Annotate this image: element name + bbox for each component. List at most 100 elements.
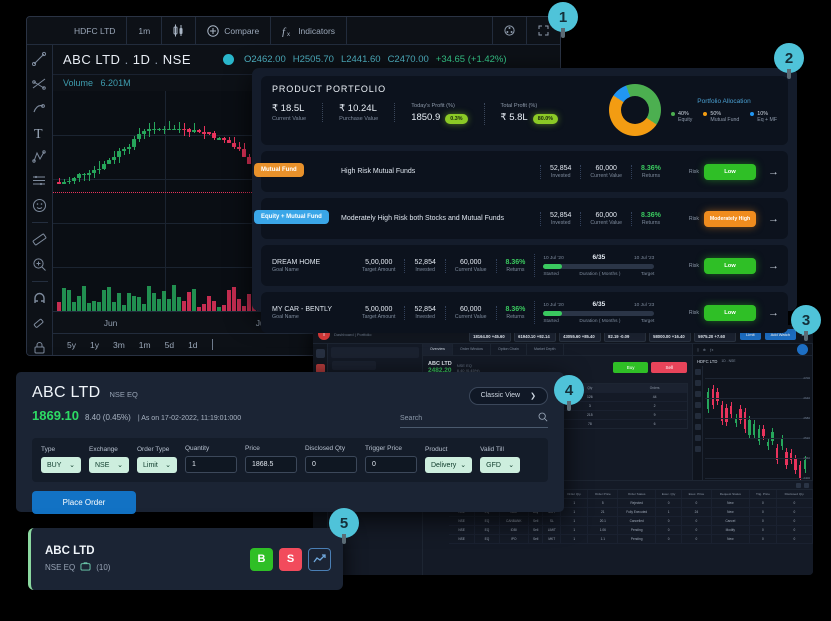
- terminal-tab-2[interactable]: Option Chain: [491, 344, 527, 355]
- watchlist-filter-select[interactable]: [332, 361, 376, 370]
- timeframe-3m[interactable]: 3m: [112, 339, 125, 350]
- volume-bar: [197, 306, 201, 311]
- compare-button[interactable]: Compare: [196, 17, 272, 45]
- terminal-add-watch-button[interactable]: Add Watch: [764, 328, 796, 340]
- field-select[interactable]: Delivery ⌄: [425, 457, 473, 473]
- lock-icon[interactable]: [31, 340, 49, 355]
- place-order-button[interactable]: Place Order: [32, 491, 136, 514]
- chart-symbol-selector[interactable]: HDFC LTD: [63, 17, 128, 45]
- compare-label: Compare: [224, 25, 260, 36]
- portfolio-product-row[interactable]: Mutual Fund High Risk Mutual Funds 52,85…: [254, 151, 788, 192]
- field-input[interactable]: 1: [185, 456, 237, 473]
- orderbook-row[interactable]: NSE EQ CANBANK Sell SL 1 20.1 Cancelled 0 0 Cancel…: [449, 516, 813, 526]
- chart-interval-selector[interactable]: 1m: [127, 17, 163, 45]
- text-icon[interactable]: T: [31, 124, 49, 140]
- ruler-icon[interactable]: [31, 232, 49, 247]
- orderbook-cell: IPO: [499, 534, 529, 544]
- portfolio-goal-row[interactable]: MY CAR - BENTLY Goal Name 5,00,000 Targe…: [261, 292, 788, 333]
- timeframe-1m[interactable]: 1m: [138, 339, 151, 350]
- arrow-right-icon[interactable]: →: [768, 165, 779, 178]
- magnet-icon[interactable]: [31, 291, 49, 306]
- callout-badge-1: 1: [548, 2, 578, 32]
- arrow-right-icon[interactable]: →: [768, 306, 779, 319]
- field-select[interactable]: GFD ⌄: [480, 457, 521, 473]
- field-input[interactable]: 1868.5: [245, 456, 297, 473]
- dashboard-icon[interactable]: [315, 349, 325, 358]
- tm-pattern-icon[interactable]: [694, 413, 701, 419]
- terminal-buy-button[interactable]: Buy: [612, 362, 649, 373]
- brush-icon[interactable]: [31, 100, 49, 115]
- field-label: Disclosed Qty: [305, 445, 346, 452]
- chart-gridline-v: [164, 91, 166, 311]
- arrow-right-icon[interactable]: →: [768, 212, 779, 225]
- terminal-limit-button[interactable]: Limit: [740, 328, 761, 340]
- tm-ruler-icon[interactable]: [694, 435, 701, 441]
- terminal-mini-chart[interactable]: 2700 2640 2580 2520 2460 2400: [693, 366, 812, 486]
- orderbook-row[interactable]: NSE EQ ABC Buy MKT 1 21 Fully Executed 1 24 New 0 0: [449, 507, 813, 517]
- tm-fork-icon[interactable]: [694, 380, 701, 386]
- zoom-icon[interactable]: [31, 256, 49, 271]
- chevron-down-icon: ⌄: [460, 462, 467, 469]
- tm-brush-icon[interactable]: [694, 391, 701, 397]
- portfolio-product-row[interactable]: Equity + Mutual Fund Moderately High Ris…: [254, 198, 788, 239]
- goal-start-date: 10 Jul '20: [543, 303, 564, 308]
- tm-zoom-icon[interactable]: [694, 446, 701, 452]
- timeframe-1d[interactable]: 1d: [188, 339, 198, 350]
- orderbook-cell: 1: [560, 516, 589, 526]
- candlestick-type-button[interactable]: [162, 17, 197, 45]
- tm-candle-icon[interactable]: ▯: [697, 347, 699, 352]
- terminal-tab-0[interactable]: Overview: [423, 344, 453, 355]
- tm-fib-icon[interactable]: [694, 424, 701, 430]
- portfolio-goal-row[interactable]: DREAM HOME Goal Name 5,00,000 Target Amo…: [261, 245, 788, 286]
- sell-button[interactable]: S: [279, 547, 302, 571]
- pattern-icon[interactable]: [31, 149, 49, 164]
- orderbook-row[interactable]: NSE EQ IPO Sell MKT 1 1.1 Pending 0 0 New 0 0: [449, 534, 813, 544]
- terminal-nav[interactable]: Dashboard | Portfolio: [334, 331, 372, 337]
- field-input[interactable]: 0: [365, 456, 417, 473]
- tm-compare-icon[interactable]: ⊕: [702, 347, 706, 352]
- chart-settings-button[interactable]: [493, 17, 527, 45]
- terminal-tab-3[interactable]: Market Depth: [527, 344, 564, 355]
- portfolio-stats: ₹ 18.5L Current Value ₹ 10.24L Purchase …: [272, 103, 609, 125]
- fib-icon[interactable]: [31, 173, 49, 188]
- classic-view-button[interactable]: Classic View ❯: [468, 386, 548, 405]
- watchlist-search-input[interactable]: [331, 347, 419, 358]
- terminal-tab-1[interactable]: Order Window: [453, 344, 491, 355]
- fullscreen-button[interactable]: [527, 17, 560, 45]
- field-select[interactable]: Limit ⌄: [137, 457, 177, 473]
- filter-icon[interactable]: [796, 483, 801, 488]
- timeframe-5d[interactable]: 5d: [164, 339, 175, 350]
- invested-label: Invested: [550, 219, 571, 226]
- tm-trendline-icon[interactable]: [694, 369, 701, 375]
- terminal-sell-button[interactable]: Sell: [651, 362, 687, 373]
- refresh-icon[interactable]: [804, 483, 809, 488]
- returns-value: 8.36%: [641, 211, 661, 219]
- tm-edit-icon[interactable]: [797, 344, 808, 355]
- arrow-right-icon[interactable]: →: [768, 259, 779, 272]
- current-value-label: Current Value: [272, 116, 307, 122]
- timeframe-1y[interactable]: 1y: [89, 339, 99, 350]
- eraser-icon[interactable]: [31, 315, 49, 330]
- timeframe-5y[interactable]: 5y: [67, 339, 76, 350]
- chart-line-icon[interactable]: [308, 547, 331, 571]
- depth-qty: 78: [587, 422, 592, 426]
- order-pad-search[interactable]: Search: [400, 412, 548, 428]
- ticker-value: 5975.20 +7.60: [698, 333, 726, 339]
- field-input[interactable]: 0: [305, 456, 357, 473]
- orderbook-cell: 20.1: [587, 516, 619, 526]
- pitchfork-icon[interactable]: [31, 75, 49, 90]
- tm-text-icon[interactable]: [694, 402, 701, 408]
- tm-indicators-icon[interactable]: ƒx: [709, 347, 714, 352]
- field-order-type: Order Type Limit ⌄: [137, 446, 177, 473]
- orderbook-row[interactable]: NSE EQ IDBI Sell LIMIT 1 1.06 Pending 0 0 Modify 0 0: [449, 525, 813, 535]
- volume-bar: [187, 291, 191, 311]
- emoji-icon[interactable]: [31, 198, 49, 213]
- field-select[interactable]: NSE ⌄: [89, 457, 129, 473]
- buy-button[interactable]: B: [250, 547, 273, 571]
- portfolio-icon[interactable]: [315, 364, 325, 373]
- trendline-icon[interactable]: [31, 51, 49, 67]
- field-select[interactable]: BUY ⌄: [41, 457, 81, 473]
- orderbook-cell: ABC: [499, 507, 529, 517]
- risk-badge: Low: [704, 163, 756, 180]
